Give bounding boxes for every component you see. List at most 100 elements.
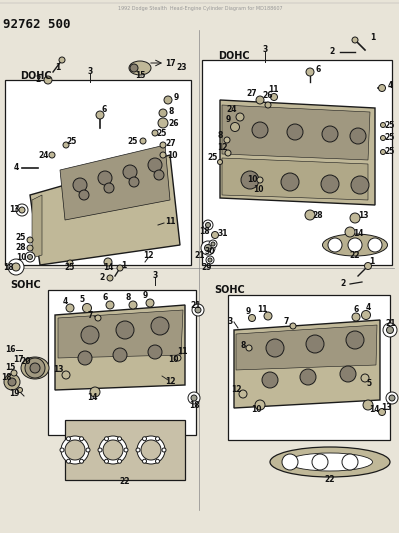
Circle shape xyxy=(28,254,32,260)
Polygon shape xyxy=(234,320,380,408)
Text: 29: 29 xyxy=(202,262,212,271)
Circle shape xyxy=(61,436,89,464)
Circle shape xyxy=(203,220,213,230)
Bar xyxy=(202,60,392,265)
Text: 25: 25 xyxy=(128,136,138,146)
Polygon shape xyxy=(222,105,370,160)
Text: 14: 14 xyxy=(369,406,379,415)
Circle shape xyxy=(67,437,71,441)
Circle shape xyxy=(60,448,64,452)
Circle shape xyxy=(129,301,137,309)
Text: 14: 14 xyxy=(103,263,113,272)
Text: 1: 1 xyxy=(369,257,375,266)
Circle shape xyxy=(300,369,316,385)
Circle shape xyxy=(146,299,154,307)
Text: 25: 25 xyxy=(67,136,77,146)
Circle shape xyxy=(255,400,265,410)
Text: 4: 4 xyxy=(365,303,371,312)
Circle shape xyxy=(59,57,65,63)
Text: 7: 7 xyxy=(87,311,93,319)
Circle shape xyxy=(158,118,168,128)
Text: 4: 4 xyxy=(62,297,67,306)
Text: 26: 26 xyxy=(169,118,179,127)
Circle shape xyxy=(281,173,299,191)
Text: 3: 3 xyxy=(227,318,233,327)
Text: 4: 4 xyxy=(14,164,19,173)
Circle shape xyxy=(225,150,231,156)
Circle shape xyxy=(73,178,87,192)
Circle shape xyxy=(142,459,146,463)
Circle shape xyxy=(124,448,128,452)
Ellipse shape xyxy=(270,447,390,477)
Text: 10: 10 xyxy=(168,356,178,365)
Circle shape xyxy=(8,259,24,275)
Circle shape xyxy=(11,370,17,376)
Text: 21: 21 xyxy=(386,319,396,327)
Text: 19: 19 xyxy=(9,390,19,399)
Circle shape xyxy=(350,213,360,223)
Circle shape xyxy=(141,440,161,460)
Circle shape xyxy=(117,265,123,271)
Circle shape xyxy=(224,137,230,143)
Text: 5: 5 xyxy=(366,378,371,387)
Text: 21: 21 xyxy=(191,301,201,310)
Circle shape xyxy=(381,149,385,155)
Text: 16: 16 xyxy=(5,345,15,354)
Circle shape xyxy=(264,312,272,320)
Text: 14: 14 xyxy=(87,393,97,402)
Circle shape xyxy=(67,260,73,266)
Circle shape xyxy=(19,207,25,213)
Circle shape xyxy=(211,242,215,246)
Polygon shape xyxy=(60,145,170,220)
Circle shape xyxy=(25,358,45,378)
Text: DOHC: DOHC xyxy=(20,71,51,81)
Text: 21: 21 xyxy=(195,251,205,260)
Text: 18: 18 xyxy=(189,401,200,410)
Text: 20: 20 xyxy=(21,358,31,367)
Circle shape xyxy=(104,183,114,193)
Circle shape xyxy=(78,351,92,365)
Circle shape xyxy=(381,135,385,141)
Circle shape xyxy=(117,459,122,463)
Circle shape xyxy=(137,436,165,464)
Text: 14: 14 xyxy=(353,229,363,238)
Circle shape xyxy=(340,366,356,382)
Text: 9: 9 xyxy=(142,290,148,300)
Circle shape xyxy=(98,171,112,185)
Ellipse shape xyxy=(129,61,151,75)
Polygon shape xyxy=(32,195,42,258)
Text: 8: 8 xyxy=(240,341,246,350)
Circle shape xyxy=(49,152,55,158)
Text: 12: 12 xyxy=(231,385,241,394)
Circle shape xyxy=(241,171,259,189)
Circle shape xyxy=(104,258,112,266)
Circle shape xyxy=(381,123,385,127)
Ellipse shape xyxy=(21,357,49,379)
Text: 9: 9 xyxy=(245,308,251,317)
Circle shape xyxy=(387,327,393,334)
Circle shape xyxy=(86,448,90,452)
Circle shape xyxy=(27,245,33,251)
Text: 25: 25 xyxy=(385,148,395,157)
Circle shape xyxy=(159,109,167,117)
Circle shape xyxy=(211,231,219,238)
Text: 25: 25 xyxy=(385,133,395,142)
Circle shape xyxy=(345,227,355,237)
Circle shape xyxy=(136,448,140,452)
Bar xyxy=(228,295,390,440)
Text: DOHC: DOHC xyxy=(218,51,250,61)
Polygon shape xyxy=(220,100,375,205)
Circle shape xyxy=(107,275,113,281)
Circle shape xyxy=(306,335,324,353)
Text: 5: 5 xyxy=(79,295,85,304)
Text: 10: 10 xyxy=(16,253,26,262)
Text: 12: 12 xyxy=(217,143,227,152)
Circle shape xyxy=(148,345,162,359)
Circle shape xyxy=(321,175,339,193)
Circle shape xyxy=(81,326,99,344)
Bar xyxy=(48,290,196,435)
Circle shape xyxy=(160,152,166,158)
Text: 9: 9 xyxy=(225,116,231,125)
Circle shape xyxy=(205,222,211,228)
Circle shape xyxy=(217,159,223,165)
